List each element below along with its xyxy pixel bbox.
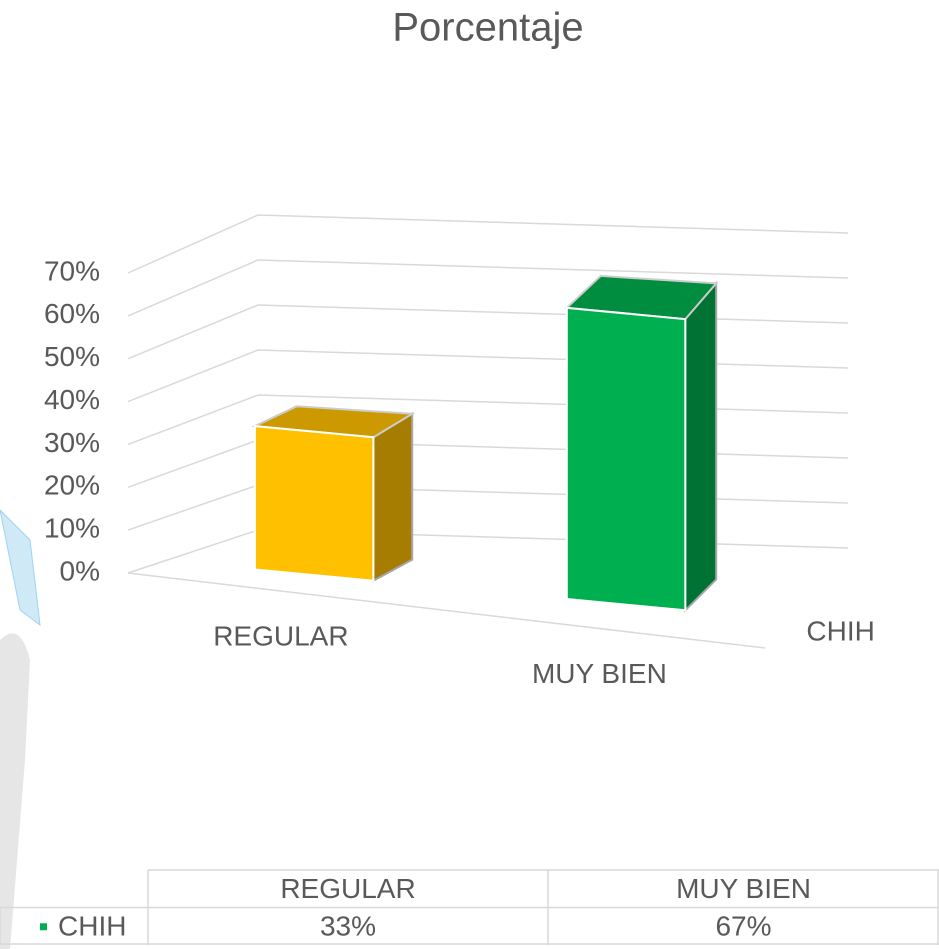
- bar-side: [684, 280, 718, 613]
- table-value: 67%: [715, 911, 771, 942]
- bar-side: [372, 412, 414, 583]
- decoration: [0, 633, 30, 949]
- depth-axis-label: CHIH: [806, 615, 874, 646]
- floor-edge: [127, 572, 766, 649]
- grid-line: [127, 349, 849, 403]
- grid-line: [127, 214, 849, 274]
- y-tick-label: 70%: [44, 255, 100, 286]
- table-grid: [0, 869, 939, 945]
- legend-key: [40, 923, 47, 931]
- table-value: 33%: [320, 911, 376, 942]
- grid-line: [127, 484, 849, 531]
- legend-label: CHIH: [58, 911, 126, 942]
- grid-line: [127, 529, 849, 574]
- y-tick-label: 60%: [44, 298, 100, 329]
- table-header: REGULAR: [280, 873, 415, 904]
- grid-line: [127, 259, 849, 317]
- y-tick-label: 40%: [44, 384, 100, 415]
- x-tick-label: MUY BIEN: [532, 658, 667, 689]
- y-tick-label: 50%: [44, 341, 100, 372]
- decoration: [0, 509, 41, 627]
- bar: [253, 425, 375, 582]
- table-header: MUY BIEN: [676, 873, 811, 904]
- x-tick-label: REGULAR: [213, 620, 348, 651]
- grid-line: [127, 304, 849, 360]
- grid-line: [127, 439, 849, 489]
- grid-line: [127, 394, 849, 446]
- y-tick-label: 30%: [44, 427, 100, 458]
- bar: [565, 306, 687, 612]
- y-tick-label: 0%: [60, 555, 100, 586]
- chart-title: Porcentaje: [392, 6, 583, 50]
- y-tick-label: 20%: [44, 470, 100, 501]
- y-tick-label: 10%: [44, 513, 100, 544]
